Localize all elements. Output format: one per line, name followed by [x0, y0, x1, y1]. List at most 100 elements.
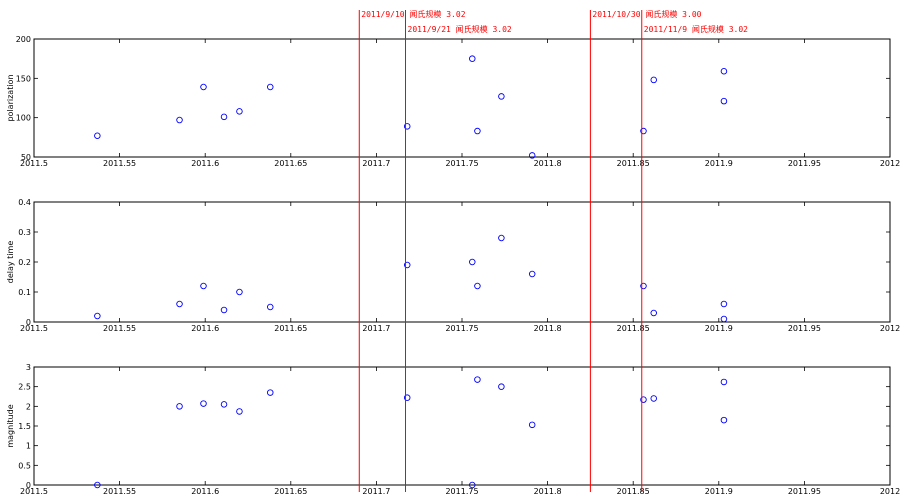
data-point	[720, 97, 728, 105]
axes-box	[33, 366, 891, 486]
x-tick-label: 2011.6	[191, 324, 219, 333]
data-point	[267, 83, 274, 91]
data-point	[528, 270, 536, 278]
y-tick-label: 2.5	[18, 383, 31, 392]
x-tick-label: 2011.85	[617, 487, 650, 496]
y-tick-label: 0.2	[18, 258, 31, 267]
y-tick-label: 0	[26, 318, 31, 327]
x-tick-label: 2011.7	[362, 487, 390, 496]
y-tick-label: 0.5	[18, 461, 31, 470]
x-tick-label: 2011.65	[274, 159, 307, 168]
data-point	[640, 282, 647, 290]
data-point	[469, 55, 476, 62]
data-point	[640, 396, 647, 403]
data-point	[403, 394, 411, 401]
data-point	[94, 312, 101, 320]
y-tick-label: 100	[16, 114, 31, 123]
data-point	[474, 127, 481, 135]
x-tick-label: 2011.85	[617, 324, 650, 333]
data-point	[640, 127, 647, 135]
x-tick-label: 2011.6	[191, 487, 219, 496]
x-tick-label: 2012	[880, 159, 900, 168]
y-tick-label: 1.5	[18, 422, 31, 431]
data-point	[176, 116, 183, 124]
data-point	[650, 309, 657, 317]
axes-box	[33, 38, 891, 158]
event-label: 2011/10/30 闻氏规模 3.00	[592, 9, 701, 19]
data-point	[236, 288, 243, 296]
x-tick-label: 2011.5	[20, 324, 48, 333]
x-tick-label: 2011.55	[103, 159, 136, 168]
data-point	[498, 234, 505, 242]
x-tick-label: 2011.75	[445, 159, 478, 168]
data-point	[94, 481, 101, 489]
x-tick-label: 2011.9	[705, 324, 733, 333]
x-tick-label: 2011.5	[20, 159, 48, 168]
x-tick-label: 2011.7	[362, 324, 390, 333]
data-point	[403, 261, 411, 269]
data-point	[176, 403, 183, 410]
data-point	[469, 481, 476, 489]
x-tick-label: 2011.7	[362, 159, 390, 168]
data-point	[650, 395, 657, 402]
y-tick-label: 0.3	[18, 228, 31, 237]
x-tick-label: 2011.95	[788, 324, 821, 333]
data-point	[267, 389, 274, 396]
data-point	[498, 93, 505, 100]
y-tick-label: 50	[21, 153, 31, 162]
y-tick-label: 0	[26, 481, 31, 490]
data-point	[236, 108, 243, 115]
subplot-1: 2011.5 2011.55 2011.6 2011.65 2011.7 2011.75 2…	[6, 35, 900, 168]
data-point	[720, 68, 728, 75]
data-point	[200, 83, 207, 91]
data-point	[176, 300, 183, 308]
axes-box	[33, 201, 891, 323]
y-tick-label: 2	[26, 402, 31, 411]
data-point	[403, 123, 411, 130]
data-point	[236, 408, 243, 415]
x-tick-label: 2011.8	[534, 159, 562, 168]
data-point	[220, 306, 228, 314]
y-tick-label: 0.4	[18, 198, 31, 207]
event-label: 2011/11/9 闻氏规模 3.02	[644, 24, 748, 34]
y-tick-label: 0.1	[18, 288, 31, 297]
x-tick-label: 2012	[880, 487, 900, 496]
x-tick-label: 2011.6	[191, 159, 219, 168]
x-tick-label: 2011.95	[788, 159, 821, 168]
data-point	[720, 416, 728, 424]
subplot-2: 2011.5 2011.55 2011.6 2011.65 2011.7 2011.75 2…	[6, 198, 900, 333]
y-tick-label: 3	[26, 363, 31, 372]
x-tick-label: 2011.55	[103, 324, 136, 333]
y-axis-label: magnitude	[6, 404, 15, 447]
x-tick-label: 2011.65	[274, 487, 307, 496]
data-point	[650, 76, 657, 84]
data-point	[200, 400, 207, 407]
x-tick-label: 2011.65	[274, 324, 307, 333]
data-point	[267, 303, 274, 311]
event-label: 2011/9/10 闻氏规模 3.02	[361, 9, 465, 19]
y-tick-label: 200	[16, 35, 31, 44]
x-tick-label: 2011.9	[705, 159, 733, 168]
data-point	[474, 282, 481, 290]
data-point	[474, 376, 481, 383]
subplot-3: 2011.5 2011.55 2011.6 2011.65 2011.7 2011.75 2…	[6, 363, 900, 496]
x-tick-label: 2011.75	[445, 324, 478, 333]
event-markers: 2011/9/10 闻氏规模 3.02 2011/9/21 闻氏规模 3.02 20…	[358, 9, 748, 492]
data-point	[720, 315, 728, 323]
x-tick-label: 2011.85	[617, 159, 650, 168]
data-point	[200, 282, 207, 290]
x-tick-label: 2011.95	[788, 487, 821, 496]
x-tick-label: 2011.9	[705, 487, 733, 496]
data-point	[94, 132, 101, 140]
data-point	[469, 258, 476, 266]
data-point	[720, 378, 728, 386]
y-axis-label: polarization	[6, 74, 15, 121]
y-axis-label: delay time	[6, 241, 15, 284]
x-tick-label: 2012	[880, 324, 900, 333]
y-tick-label: 150	[16, 74, 31, 83]
data-point	[220, 113, 228, 121]
x-tick-label: 2011.5	[20, 487, 48, 496]
event-label: 2011/9/21 闻氏规模 3.02	[408, 24, 512, 34]
data-point	[498, 383, 505, 390]
